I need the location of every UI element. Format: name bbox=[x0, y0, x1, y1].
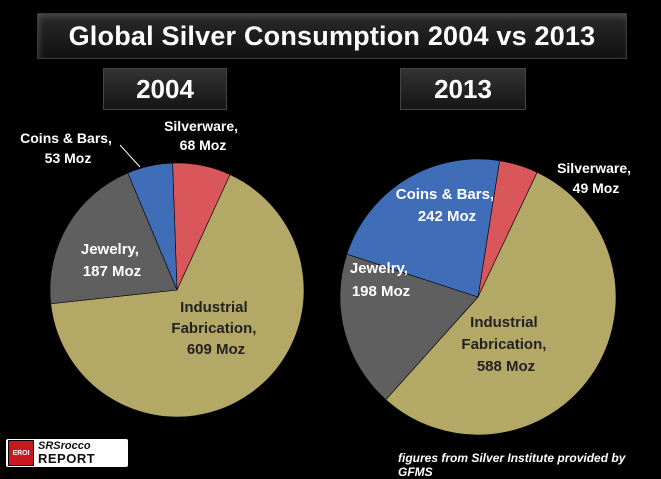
label-2004-coins: Coins & Bars, 53 Moz bbox=[20, 130, 116, 166]
pie-slice-2013-coins-bars bbox=[346, 158, 500, 298]
pie-title-2013: 2013 bbox=[400, 68, 526, 110]
pie-2004 bbox=[49, 162, 305, 418]
chart-title: Global Silver Consumption 2004 vs 2013 bbox=[68, 20, 596, 51]
label-2013-coins: Coins & Bars, 242 Moz bbox=[396, 186, 499, 225]
logo-text: SRSrocco REPORT bbox=[38, 440, 96, 466]
pie-slice-2004-industrial-fabrication bbox=[50, 174, 305, 418]
srsrocco-logo: EROI SRSrocco REPORT bbox=[6, 439, 128, 467]
chart-title-box: Global Silver Consumption 2004 vs 2013 bbox=[37, 13, 627, 59]
label-2013-jewelry: Jewelry, 198 Moz bbox=[350, 260, 412, 300]
label-2004-silverware: Silverware, 68 Moz bbox=[164, 118, 242, 153]
pie-slice-2004-jewelry bbox=[49, 172, 178, 305]
label-2013-industrial: Industrial Fabrication, 588 Moz bbox=[461, 314, 550, 375]
label-2013-silverware: Silverware, 49 Moz bbox=[557, 160, 635, 196]
label-2004-industrial: Industrial Fabrication, 609 Moz bbox=[171, 299, 260, 358]
leader-line-2004-coins bbox=[119, 144, 141, 168]
pie-slice-2013-jewelry bbox=[339, 253, 479, 401]
logo-line-2: REPORT bbox=[38, 451, 96, 466]
eroi-badge-icon: EROI bbox=[8, 440, 34, 466]
pie-title-2004: 2004 bbox=[103, 68, 227, 110]
logo-line-1: SRSrocco bbox=[38, 440, 91, 452]
pie-slice-2004-coins-bars bbox=[127, 162, 178, 291]
pie-2013 bbox=[339, 158, 617, 436]
label-2004-jewelry: Jewelry, 187 Moz bbox=[81, 241, 143, 280]
pie-slice-2013-industrial-fabrication bbox=[385, 171, 617, 436]
source-note: figures from Silver Institute provided b… bbox=[398, 451, 626, 479]
